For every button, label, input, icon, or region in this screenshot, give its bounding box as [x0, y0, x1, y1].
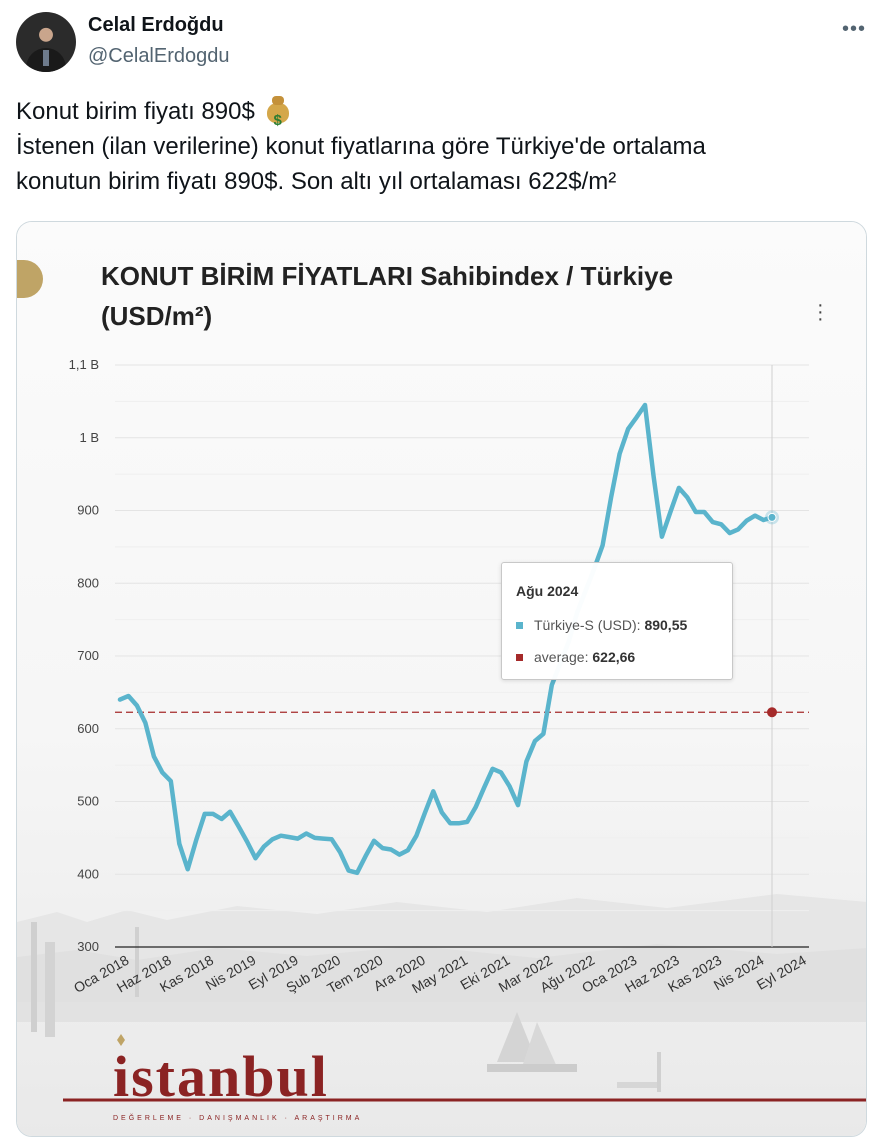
y-tick-label: 800	[77, 575, 99, 590]
tooltip-row-average: average: 622,66	[516, 649, 635, 665]
tweet-line-3: konutun birim fiyatı 890$. Son altı yıl …	[16, 168, 617, 195]
user-name[interactable]: Celal Erdoğdu	[88, 14, 224, 36]
average-swatch	[516, 654, 523, 661]
media-card[interactable]: KONUT BİRİM FİYATLARI Sahibindex / Türki…	[16, 221, 867, 1137]
y-tick-label: 1,1 B	[69, 357, 99, 372]
tweet-line-2: İstenen (ilan verilerine) konut fiyatlar…	[16, 133, 706, 160]
y-tick-label: 700	[77, 648, 99, 663]
tooltip-row-average-value: 622,66	[592, 649, 636, 665]
logo-diamond	[117, 1034, 125, 1046]
hover-marker-series	[767, 512, 777, 522]
tweet-line-1-text: Konut birim fiyatı 890$	[16, 98, 255, 125]
y-tick-label: 1 B	[79, 430, 99, 445]
avatar-tie	[43, 50, 49, 66]
user-handle[interactable]: @CelalErdogdu	[88, 45, 230, 67]
y-tick-label: 400	[77, 866, 99, 881]
money-bag-icon	[265, 95, 291, 138]
logo-tagline: DEĞERLEME · DANIŞMANLIK · ARAŞTIRMA	[113, 1113, 362, 1122]
hover-marker-average	[767, 707, 777, 718]
more-options-icon[interactable]: •••	[841, 18, 866, 40]
istanbul-logo: istanbul DEĞERLEME · DANIŞMANLIK · ARAŞT…	[63, 1034, 866, 1122]
y-tick-label: 500	[77, 794, 99, 809]
tweet-line-1: Konut birim fiyatı 890$	[16, 94, 876, 138]
tooltip-row-series: Türkiye-S (USD): 890,55	[516, 617, 687, 633]
series-swatch	[516, 622, 523, 629]
tooltip-header: Ağu 2024	[516, 583, 579, 599]
logo-wordmark: istanbul	[113, 1044, 329, 1109]
y-tick-label: 900	[77, 503, 99, 518]
tooltip-row-average-label: average:	[534, 649, 589, 665]
tweet-text: Konut birim fiyatı 890$ İstenen (ilan ve…	[16, 94, 876, 199]
tooltip-row-series-value: 890,55	[644, 617, 688, 633]
chart-title-line-1: KONUT BİRİM FİYATLARI Sahibindex / Türki…	[101, 261, 674, 291]
series-line-turkiye	[117, 402, 775, 876]
chart-title-line-2: (USD/m²)	[101, 301, 213, 331]
y-tick-label: 300	[77, 939, 99, 954]
tooltip-row-series-label: Türkiye-S (USD):	[534, 617, 641, 633]
y-tick-label: 600	[77, 721, 99, 736]
chart-tooltip: Ağu 2024 Türkiye-S (USD): 890,55 average…	[501, 562, 733, 680]
chart-title: KONUT BİRİM FİYATLARI Sahibindex / Türki…	[101, 256, 781, 336]
chart-menu-icon[interactable]: · · ·	[817, 294, 824, 330]
avatar[interactable]	[16, 12, 76, 72]
